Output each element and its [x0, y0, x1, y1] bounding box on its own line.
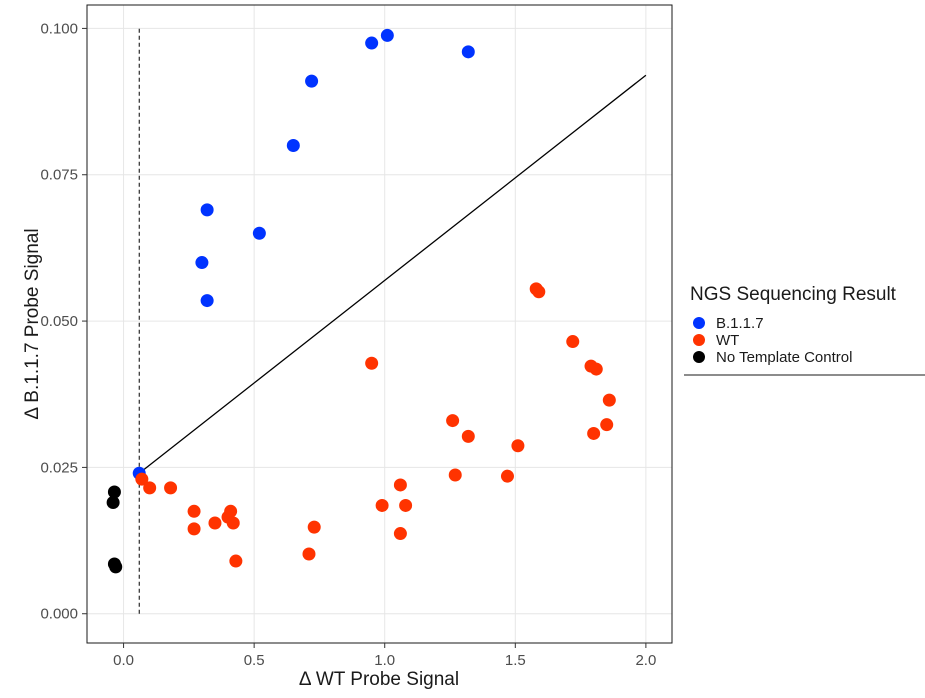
- plot-panel-border: [86, 4, 673, 644]
- point-wt: [602, 393, 616, 407]
- point-wt: [229, 554, 243, 568]
- point-wt: [587, 426, 601, 440]
- point-wt: [399, 498, 413, 512]
- reference-lines: [138, 28, 647, 614]
- data-points: [106, 28, 616, 574]
- y-tick-label: 0.075: [40, 167, 78, 184]
- y-tick-label: 0.050: [40, 313, 78, 330]
- point-no-template-control: [107, 485, 121, 499]
- point-b-1-1-7: [252, 226, 266, 240]
- point-wt: [375, 498, 389, 512]
- point-wt: [393, 527, 407, 541]
- point-no-template-control: [106, 496, 120, 510]
- y-tick-label: 0.025: [40, 459, 78, 476]
- y-axis-ticks: 0.000 0.025 0.050 0.075 0.100: [40, 20, 87, 623]
- legend-key: [693, 351, 705, 363]
- point-wt: [461, 429, 475, 443]
- x-tick-label: 0.0: [113, 652, 134, 669]
- point-wt: [566, 335, 580, 349]
- legend-label: No Template Control: [716, 349, 852, 366]
- point-wt: [500, 469, 514, 483]
- legend-title: NGS Sequencing Result: [690, 284, 897, 305]
- point-b-1-1-7: [195, 256, 209, 270]
- point-wt: [143, 481, 157, 495]
- point-wt: [600, 418, 614, 432]
- point-wt: [208, 516, 222, 530]
- point-b-1-1-7: [200, 203, 214, 217]
- x-tick-label: 2.0: [635, 652, 656, 669]
- x-axis-title: Δ WT Probe Signal: [299, 669, 459, 690]
- point-wt: [307, 520, 321, 534]
- point-wt: [532, 285, 546, 299]
- point-wt: [511, 439, 525, 453]
- gridlines: [87, 5, 672, 643]
- x-tick-label: 1.0: [374, 652, 395, 669]
- x-axis-ticks: 0.0 0.5 1.0 1.5 2.0: [113, 643, 656, 669]
- legend-label: B.1.1.7: [716, 315, 764, 332]
- point-wt: [446, 414, 460, 428]
- point-wt: [226, 516, 240, 530]
- point-wt: [224, 504, 238, 518]
- point-wt: [448, 468, 462, 482]
- legend-label: WT: [716, 332, 739, 349]
- point-b-1-1-7: [200, 294, 214, 308]
- point-wt: [187, 504, 201, 518]
- y-tick-label: 0.000: [40, 606, 78, 623]
- y-tick-label: 0.100: [40, 20, 78, 37]
- point-wt: [135, 472, 149, 486]
- point-wt: [365, 356, 379, 370]
- point-wt: [393, 478, 407, 492]
- point-no-template-control: [109, 560, 123, 574]
- point-b-1-1-7: [461, 45, 475, 59]
- point-b-1-1-7: [365, 36, 379, 50]
- y-axis-title: Δ B.1.1.7 Probe Signal: [22, 228, 43, 419]
- x-tick-label: 1.5: [505, 652, 526, 669]
- decision-boundary-line: [138, 74, 647, 474]
- legend-key: [693, 317, 705, 329]
- point-b-1-1-7: [305, 74, 319, 88]
- point-b-1-1-7: [380, 28, 394, 42]
- point-wt: [187, 522, 201, 536]
- legend-key: [693, 334, 705, 346]
- point-wt: [302, 547, 316, 561]
- point-wt: [164, 481, 178, 495]
- point-wt: [589, 362, 603, 376]
- x-tick-label: 0.5: [244, 652, 265, 669]
- point-b-1-1-7: [286, 138, 300, 152]
